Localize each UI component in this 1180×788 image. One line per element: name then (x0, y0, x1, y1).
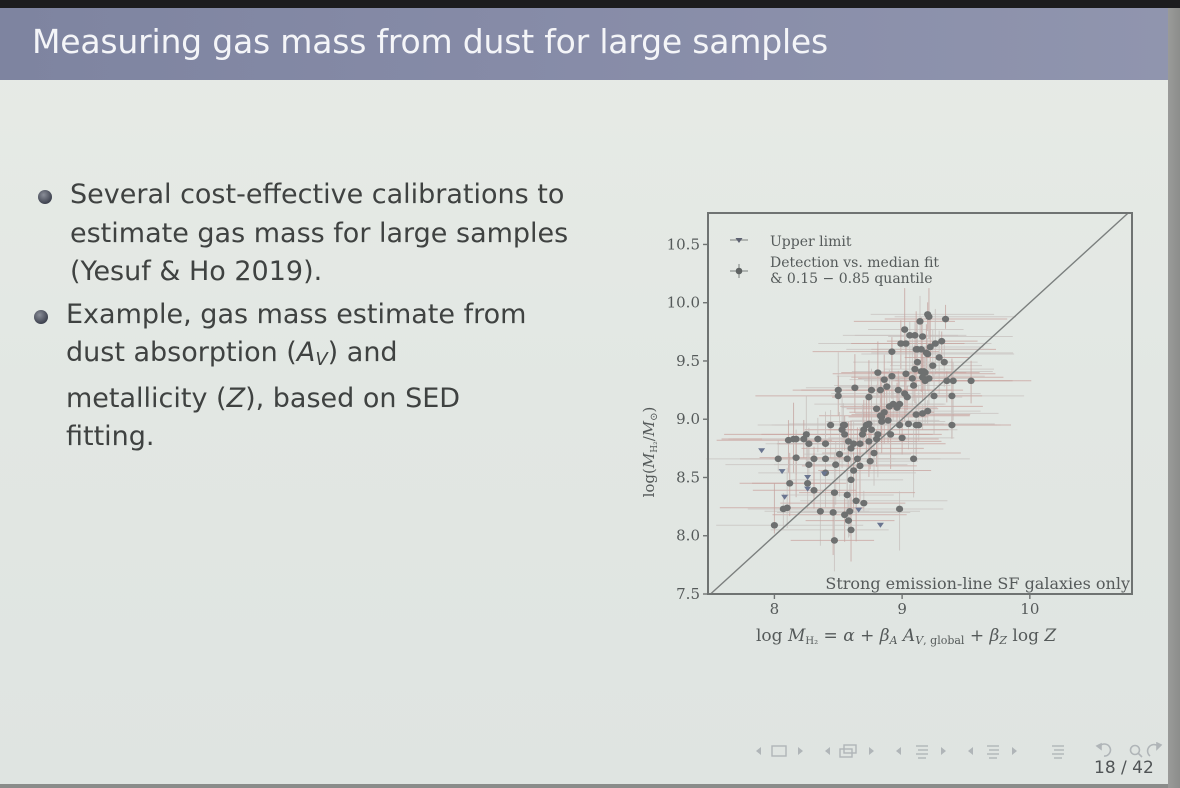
forward-icon[interactable] (1146, 742, 1163, 757)
svg-text:8: 8 (770, 600, 780, 618)
bullet-line: dust absorption (AV) and (66, 337, 398, 370)
svg-text:10.0: 10.0 (667, 294, 700, 312)
projector-bezel-right (1168, 8, 1180, 788)
legend-detection-icon (730, 264, 748, 278)
svg-text:10: 10 (1020, 600, 1039, 618)
slide-title: Measuring gas mass from dust for large s… (32, 22, 829, 61)
bullet-line: metallicity (Z), based on SED (66, 382, 461, 414)
subsection2-prev-icon[interactable] (968, 747, 973, 755)
frame-prev-icon[interactable] (756, 747, 761, 755)
svg-text:8.5: 8.5 (676, 468, 700, 486)
svg-text:7.5: 7.5 (676, 585, 700, 603)
bullet-dot-icon (34, 309, 48, 324)
slide: Measuring gas mass from dust for large s… (0, 8, 1168, 784)
bullet-item-1: Several cost-effective calibrations to e… (26, 176, 626, 292)
scatter-chart: 7.5 8.0 8.5 9.0 9.5 10.0 10.5 8 9 10 Upper limit … (620, 198, 1160, 668)
legend-label-quantile: & 0.15 − 0.85 quantile (770, 271, 933, 287)
back-icon[interactable] (1095, 742, 1112, 757)
section-prev-icon[interactable] (896, 747, 901, 755)
svg-text:9.5: 9.5 (676, 352, 700, 370)
data-points (758, 311, 975, 544)
chart-annotation: Strong emission-line SF galaxies only (825, 574, 1130, 593)
svg-text:9.0: 9.0 (676, 410, 700, 428)
svg-text:8.0: 8.0 (676, 527, 700, 545)
section-icon[interactable] (916, 745, 928, 759)
legend: Upper limit Detection vs. median fit & 0… (730, 234, 939, 287)
bullet-line: fitting. (66, 421, 155, 452)
nav-symbols (756, 742, 1112, 759)
svg-text:9: 9 (897, 600, 907, 618)
legend-label-detection: Detection vs. median fit (770, 255, 939, 271)
chart-canvas: 7.5 8.0 8.5 9.0 9.5 10.0 10.5 8 9 10 Upper limit … (640, 212, 1133, 647)
axis-ticks: 7.5 8.0 8.5 9.0 9.5 10.0 10.5 8 9 10 (667, 235, 1040, 618)
page-indicator: 18 / 42 (1094, 758, 1154, 778)
subsection-icon[interactable] (839, 744, 857, 758)
search-icon[interactable] (1129, 744, 1143, 758)
subsection-prev-icon[interactable] (825, 747, 830, 755)
bullet-line: Example, gas mass estimate from (66, 298, 527, 330)
frame-next-icon[interactable] (798, 747, 803, 755)
plot-frame (707, 212, 1133, 595)
title-bar: Measuring gas mass from dust for large s… (0, 8, 1168, 80)
y-axis-label: log(MH₂/M⊙) (640, 407, 660, 498)
document-icon[interactable] (1052, 745, 1064, 759)
bullet-item-2: Example, gas mass estimate from dust abs… (22, 296, 626, 457)
bullet-line: Several cost-effective calibrations to (70, 179, 565, 210)
one-to-one-line (710, 212, 1129, 595)
bullet-line: estimate gas mass for large samples (70, 217, 569, 249)
projector-bezel-top (0, 0, 1180, 8)
frame-icon[interactable] (771, 745, 787, 757)
nav-tools (1129, 742, 1163, 758)
bullet-dot-icon (38, 190, 52, 204)
bullet-list: Several cost-effective calibrations to e… (26, 176, 626, 461)
svg-text:log MH₂ = α + βA AV, global +: log MH₂ = α + βA AV, global + βZ log Z (756, 626, 1057, 647)
section-next-icon[interactable] (941, 747, 946, 755)
legend-label-upper-limit: Upper limit (770, 234, 852, 250)
svg-text:10.5: 10.5 (667, 235, 700, 253)
subsection2-next-icon[interactable] (1012, 747, 1017, 755)
x-axis-label: log MH₂ = α + βA AV, global + βZ log Z (756, 626, 1057, 647)
svg-text:log(MH₂/M⊙): log(MH₂/M⊙) (640, 407, 660, 498)
subsection2-icon[interactable] (987, 745, 999, 759)
bullet-line: (Yesuf & Ho 2019). (70, 256, 323, 287)
subsection-next-icon[interactable] (869, 747, 874, 755)
legend-upper-limit-icon (730, 238, 748, 243)
